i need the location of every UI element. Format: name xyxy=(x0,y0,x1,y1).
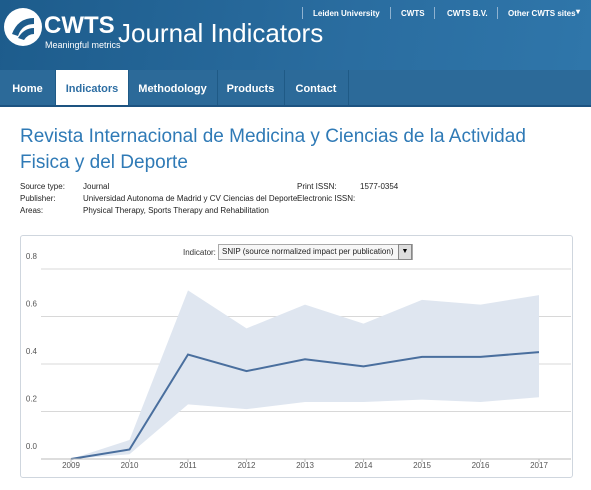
logo-mark xyxy=(12,18,34,40)
nav-tab[interactable]: Products xyxy=(217,70,285,105)
x-tick-label: 2009 xyxy=(62,461,80,470)
line xyxy=(70,351,540,460)
journal-title: Revista Internacional de Medicina y Cien… xyxy=(20,126,526,173)
separator xyxy=(302,7,303,19)
header: CWTS Meaningful metrics Journal Indicato… xyxy=(0,0,591,70)
separator xyxy=(390,7,391,19)
x-tick-label: 2010 xyxy=(121,461,139,470)
nav-tab[interactable]: Home xyxy=(0,70,56,105)
top-link[interactable]: CWTS B.V. xyxy=(447,9,488,18)
logo-icon xyxy=(4,8,42,46)
x-tick-label: 2012 xyxy=(238,461,256,470)
y-tick-label: 0.2 xyxy=(26,395,38,404)
logo-text[interactable]: CWTS xyxy=(44,12,115,39)
x-tick-label: 2017 xyxy=(530,461,548,470)
site-title: Journal Indicators xyxy=(118,18,324,48)
x-tick-label: 2014 xyxy=(355,461,373,470)
x-tick-label: 2015 xyxy=(413,461,431,470)
separator xyxy=(497,7,498,19)
x-tick-label: 2013 xyxy=(296,461,314,470)
meta-value: 1577-0354 xyxy=(360,182,399,191)
indicator-label: Indicator: xyxy=(183,248,216,257)
meta-value: Journal xyxy=(83,182,110,191)
y-tick-label: 0.0 xyxy=(26,442,38,451)
meta-value: Physical Therapy, Sports Therapy and Reh… xyxy=(83,206,269,215)
meta-value: Universidad Autonoma de Madrid y CV Cien… xyxy=(83,194,298,203)
tagline: Meaningful metrics xyxy=(45,40,121,50)
range-band xyxy=(71,290,539,459)
nav-bar: Home Indicators Methodology Products Con… xyxy=(0,70,591,107)
x-tick-label: 2016 xyxy=(472,461,490,470)
indicator-select[interactable]: SNIP (source normalized impact per publi… xyxy=(218,244,413,260)
separator xyxy=(434,7,435,19)
y-tick-label: 0.8 xyxy=(26,252,38,261)
y-tick-label: 0.4 xyxy=(26,347,38,356)
meta-label: Electronic ISSN: xyxy=(297,194,356,203)
top-link[interactable]: Other CWTS sites xyxy=(508,9,576,18)
top-link[interactable]: CWTS xyxy=(401,9,425,18)
dropdown-caret[interactable]: ▾ xyxy=(576,7,581,16)
meta-label: Print ISSN: xyxy=(297,182,337,191)
nav-tab[interactable]: Indicators xyxy=(56,70,129,105)
meta-label: Areas: xyxy=(20,206,44,215)
x-tick-label: 2011 xyxy=(179,461,197,470)
y-tick-label: 0.6 xyxy=(26,300,38,309)
select-arrow[interactable]: ▼ xyxy=(398,244,412,260)
top-link[interactable]: Leiden University xyxy=(313,9,380,18)
chart: 0.0 0.2 0.4 0.6 0.8 2009 2010 2011 2012 2013 2014 2… xyxy=(26,252,571,470)
meta-label: Source type: xyxy=(20,182,65,191)
nav-tab[interactable]: Contact xyxy=(284,70,349,105)
chart-panel: Indicator: SNIP (source normalized impac… xyxy=(20,235,573,478)
meta-label: Publisher: xyxy=(20,194,56,203)
nav-tab[interactable]: Methodology xyxy=(128,70,218,105)
